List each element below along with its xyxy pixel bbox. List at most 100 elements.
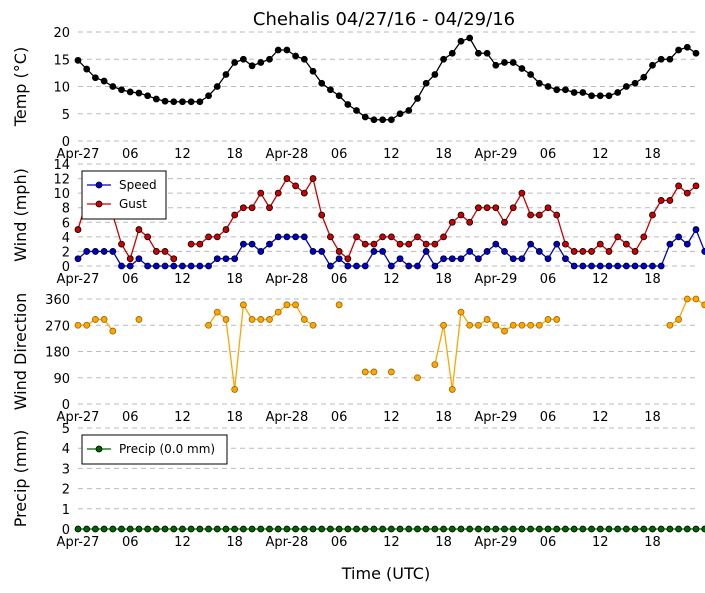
wind-data-point <box>231 211 239 219</box>
precip-xtick-label: Apr-29 <box>474 535 517 550</box>
temp-data-point <box>222 71 230 78</box>
temp-data-point <box>414 95 421 102</box>
wind-data-point <box>596 262 604 270</box>
temp-series-line <box>77 37 697 121</box>
temp-data-point <box>579 89 587 96</box>
precip-data-point <box>457 525 465 533</box>
temp-data-point <box>109 83 117 90</box>
temp-data-point <box>213 83 221 90</box>
wind-data-point <box>666 197 674 204</box>
direction-data-point <box>440 321 447 329</box>
direction-data-point <box>135 316 143 323</box>
wind-data-point <box>631 248 639 255</box>
wind-xtick-label: 12 <box>174 272 191 287</box>
wind-data-point <box>692 226 700 233</box>
wind-data-point <box>126 255 134 263</box>
wind-data-point <box>448 218 456 226</box>
wind-data-point <box>92 248 99 255</box>
wind-data-point <box>448 255 456 263</box>
direction-xtick-label: 12 <box>174 410 191 425</box>
temp-xtick-label: Apr-28 <box>265 147 308 162</box>
precip-xtick-label: 06 <box>540 535 557 550</box>
direction-data-point <box>248 316 256 323</box>
temp-data-point <box>361 113 369 121</box>
precip-data-point <box>266 525 273 533</box>
wind-data-point <box>675 182 682 190</box>
precip-xtick-label: 12 <box>383 535 400 550</box>
precip-data-point <box>692 525 700 533</box>
temp-data-point <box>126 88 134 96</box>
temp-data-point <box>649 61 656 69</box>
precip-data-point <box>501 525 508 533</box>
wind-data-point <box>588 248 595 255</box>
direction-data-point <box>92 316 99 323</box>
precip-xtick-label: 18 <box>644 535 661 550</box>
temp-data-point <box>266 55 273 63</box>
precip-data-point <box>544 525 552 533</box>
wind-data-point <box>457 211 465 219</box>
wind-data-point <box>518 255 526 263</box>
wind-ytick-label: 2 <box>62 245 70 260</box>
precip-legend-marker <box>95 445 103 453</box>
precip-data-point <box>126 525 134 533</box>
direction-xtick-label: 18 <box>644 410 661 425</box>
temp-data-point <box>640 73 648 81</box>
wind-data-point <box>309 248 317 255</box>
precip-data-point <box>414 525 421 533</box>
precip-data-point <box>605 525 613 533</box>
wind-xtick-label: Apr-27 <box>57 272 100 287</box>
wind-data-point <box>231 255 239 263</box>
temp-xtick-label: Apr-27 <box>57 147 100 162</box>
wind-data-point <box>205 233 212 241</box>
precip-data-point <box>588 525 595 533</box>
wind-data-point <box>327 262 334 270</box>
wind-data-point <box>483 248 491 255</box>
wind-legend-marker <box>95 181 103 189</box>
direction-xtick-label: 06 <box>122 410 139 425</box>
wind-data-point <box>414 262 421 270</box>
precip-data-point <box>152 525 160 533</box>
direction-series-line <box>669 298 705 326</box>
temp-data-point <box>187 98 195 106</box>
precip-data-point <box>213 525 221 533</box>
wind-data-point <box>605 262 613 270</box>
direction-data-point <box>544 316 552 323</box>
direction-data-point <box>474 321 482 329</box>
wind-data-point <box>622 262 630 270</box>
wind-data-point <box>518 189 526 197</box>
precip-data-point <box>440 525 447 533</box>
wind-data-point <box>344 262 352 270</box>
precip-data-point <box>283 525 291 533</box>
wind-legend-box <box>81 170 167 220</box>
temp-data-point <box>605 92 613 100</box>
wind-data-point <box>109 248 117 255</box>
wind-data-point <box>196 240 204 248</box>
wind-data-point <box>614 233 622 241</box>
direction-panel: 0 90 180 270 360 Apr-27 06 12 18 Apr-28 06 12 18 Apr-… <box>11 293 705 425</box>
wind-data-point <box>544 204 552 212</box>
temp-data-point <box>196 98 204 106</box>
precip-data-point <box>100 525 108 533</box>
temp-ytick-label: 5 <box>62 108 70 123</box>
wind-xtick-label: 18 <box>226 272 243 287</box>
temp-xtick-label: 06 <box>122 147 139 162</box>
direction-xtick-label: 06 <box>331 410 348 425</box>
precip-ytick-label: 0 <box>62 523 70 538</box>
wind-data-point <box>179 262 186 270</box>
temp-data-point <box>396 110 404 118</box>
precip-data-point <box>405 525 413 533</box>
wind-data-point <box>118 240 125 248</box>
wind-data-point <box>414 233 421 241</box>
precip-data-point <box>492 525 500 533</box>
wind-data-point <box>187 240 195 248</box>
temp-data-point <box>631 79 639 87</box>
wind-data-point <box>474 204 482 212</box>
direction-data-point <box>239 301 247 309</box>
wind-data-point <box>570 248 578 255</box>
wind-data-point <box>657 197 665 204</box>
temp-data-point <box>692 49 700 57</box>
precip-xtick-label: 18 <box>435 535 452 550</box>
wind-data-point <box>422 248 430 255</box>
